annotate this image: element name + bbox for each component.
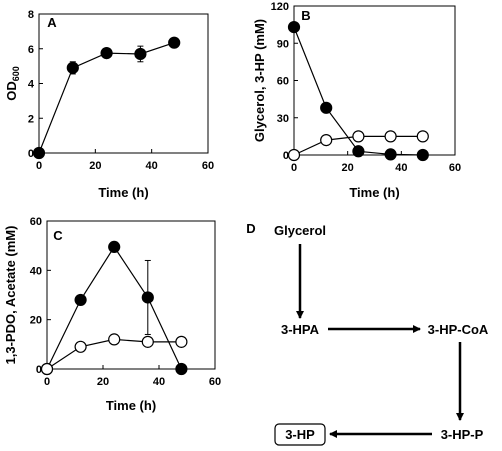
data-point (168, 36, 181, 49)
y-axis-label: Glycerol, 3-HP (mM) (252, 19, 267, 142)
panel-label: D (246, 221, 255, 236)
chart-panel-c: 0 20 40 60 0 20 40 60 Time (h) 1,3-PDO, Acetate (… (3, 216, 221, 413)
data-point (32, 146, 46, 160)
data-point (74, 340, 87, 353)
x-tick-label: 40 (146, 160, 158, 172)
data-point (175, 362, 188, 376)
y-tick-label: 2 (28, 113, 34, 125)
x-tick-label: 0 (36, 160, 42, 172)
data-point (287, 21, 301, 34)
plot-frame (46, 220, 216, 370)
x-tick-label: 20 (97, 376, 109, 388)
y-tick-label: 120 (271, 1, 289, 13)
data-point (100, 46, 113, 60)
data-point (175, 335, 188, 348)
x-axis-label: Time (h) (98, 185, 148, 200)
node-3-hp: 3-HP (285, 427, 315, 442)
chart-panel-b: 0 20 40 60 0 30 60 90 120 Time (h) Glycerol, 3-HP … (252, 1, 461, 200)
y-tick-label: 8 (28, 9, 34, 21)
data-point (134, 47, 147, 61)
node-3-hp-p: 3-HP-P (441, 427, 484, 442)
data-point (320, 101, 333, 114)
x-tick-label: 60 (202, 160, 214, 172)
y-tick-label: 6 (28, 44, 34, 56)
data-point (320, 134, 333, 147)
y-tick-label: 20 (30, 315, 42, 327)
y-tick-label: 0 (28, 148, 34, 160)
y-tick-label: 40 (30, 265, 42, 277)
x-tick-label: 0 (44, 376, 50, 388)
x-tick-label: 40 (395, 162, 407, 174)
x-tick-label: 40 (153, 376, 165, 388)
pathway-diagram: D Glycerol 3-HPA 3-HP-CoA 3-HP-P 3-HP (246, 221, 489, 446)
x-tick-label: 60 (209, 376, 221, 388)
data-point (416, 148, 429, 162)
plot-frame (38, 13, 209, 154)
node-3-hp-coa: 3-HP-CoA (428, 322, 489, 337)
x-axis-label: Time (h) (349, 185, 399, 200)
x-tick-label: 60 (449, 162, 461, 174)
data-point (74, 293, 87, 307)
data-point (416, 130, 429, 143)
x-tick-label: 20 (89, 160, 101, 172)
x-tick-label: 20 (342, 162, 354, 174)
y-tick-label: 60 (30, 216, 42, 228)
panel-label: B (301, 8, 310, 23)
x-axis-label: Time (h) (106, 398, 156, 413)
panel-label: C (53, 228, 63, 243)
y-tick-label: 60 (277, 76, 289, 88)
data-point (66, 61, 79, 74)
data-point (108, 240, 121, 253)
data-point (384, 130, 397, 143)
series-line (46, 245, 182, 370)
data-point (352, 145, 365, 158)
data-point (40, 362, 54, 376)
data-point (141, 291, 154, 304)
panel-label: A (47, 15, 57, 30)
node-3-hpa: 3-HPA (281, 322, 320, 337)
plot-frame (293, 5, 456, 156)
y-tick-label: 4 (28, 79, 35, 91)
data-point (108, 333, 121, 346)
y-axis-label: 1,3-PDO, Acetate (mM) (3, 226, 18, 365)
y-tick-label: 0 (36, 364, 42, 376)
y-axis-label: OD600 (4, 66, 21, 101)
data-point (384, 148, 397, 161)
x-tick-label: 0 (291, 162, 297, 174)
data-point (141, 335, 154, 348)
y-axis-label-subscript: 600 (11, 66, 21, 81)
data-point (352, 130, 365, 143)
data-point (287, 148, 301, 162)
y-tick-label: 30 (277, 113, 289, 125)
y-tick-label: 0 (283, 150, 289, 162)
y-tick-label: 90 (277, 38, 289, 50)
node-3-hp-box (274, 423, 326, 446)
node-glycerol: Glycerol (274, 223, 326, 238)
series-line (38, 42, 175, 154)
